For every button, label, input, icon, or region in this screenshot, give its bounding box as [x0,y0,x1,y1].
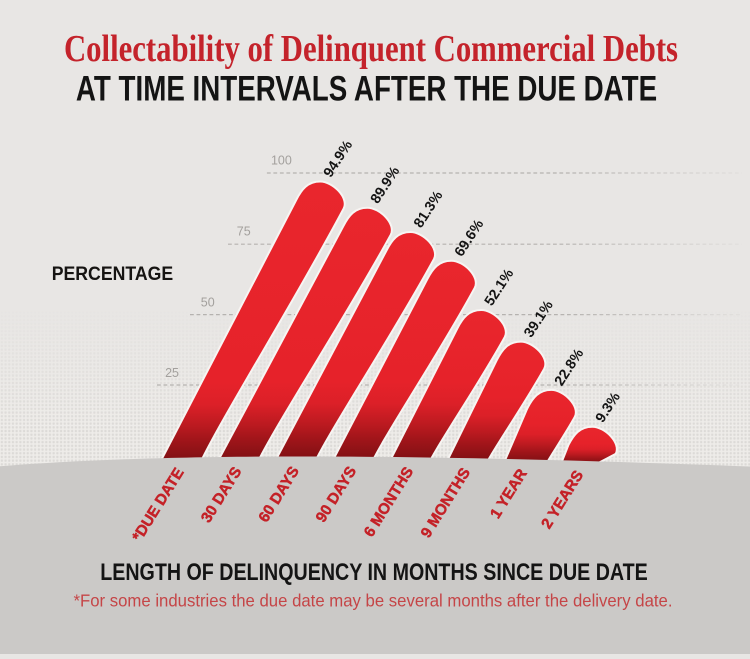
svg-text:AT TIME INTERVALS AFTER THE DU: AT TIME INTERVALS AFTER THE DUE DATE [76,68,657,108]
svg-text:75: 75 [237,225,251,239]
svg-text:25: 25 [165,366,179,380]
svg-text:LENGTH OF DELINQUENCY IN MONTH: LENGTH OF DELINQUENCY IN MONTHS SINCE DU… [100,558,648,585]
svg-text:PERCENTAGE: PERCENTAGE [52,262,173,284]
svg-text:*For some industries the due d: *For some industries the due date may be… [74,590,673,611]
svg-text:50: 50 [201,295,215,309]
svg-text:100: 100 [271,153,292,167]
svg-text:Collectability of Delinquent C: Collectability of Delinquent Commercial … [64,28,678,70]
